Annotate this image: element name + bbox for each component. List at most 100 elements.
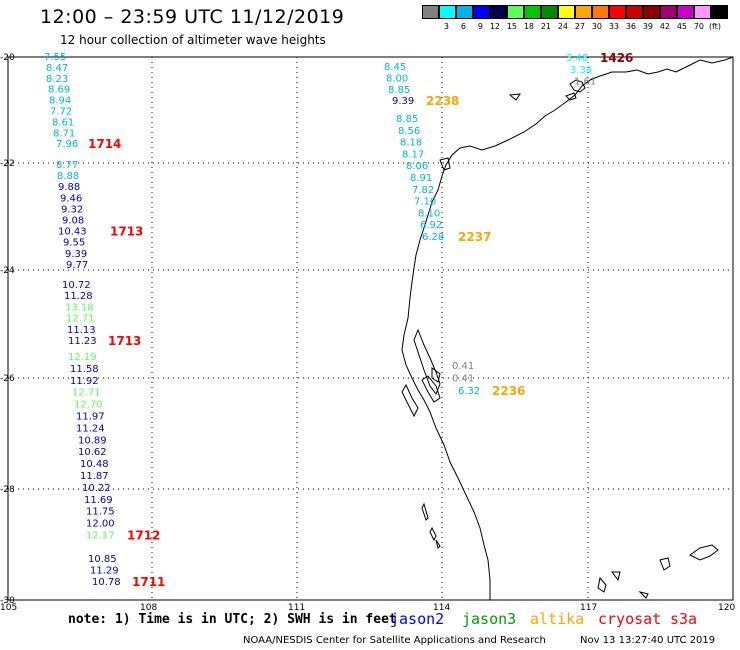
coastline-segment xyxy=(659,557,671,571)
wave-height-label: 11.75 xyxy=(86,507,115,518)
wave-height-label: 9.08 xyxy=(62,216,84,227)
wave-height-label: 9.46 xyxy=(60,193,82,204)
wave-height-label: 8.61 xyxy=(52,117,74,128)
wave-height-label: 11.28 xyxy=(64,291,93,302)
altimeter-tracks: 7.558.478.238.698.947.728.618.717.96 1714… xyxy=(44,51,633,589)
legend-label: 6 xyxy=(460,22,466,31)
wave-height-label: 12.71 xyxy=(72,388,101,399)
wave-height-label: 11.69 xyxy=(84,495,113,506)
legend-label: (ft) xyxy=(708,22,721,31)
legend-swatch xyxy=(524,5,541,19)
coastline-segment xyxy=(597,576,607,593)
wave-height-label: 10.85 xyxy=(88,554,117,565)
coastline-segment xyxy=(638,591,649,599)
wave-height-label: 12.70 xyxy=(74,400,103,411)
wave-height-label: 10.62 xyxy=(78,447,107,458)
pass-time-label: 2236 xyxy=(492,384,525,398)
legend-label: 15 xyxy=(506,22,517,31)
legend-swatch xyxy=(541,5,558,19)
pass-time-label: 2238 xyxy=(426,94,459,108)
color-legend-labels: 3 6 9 12 15 18 21 24 27 30 33 36 39 42 45 70 (ft) xyxy=(422,22,721,31)
legend-swatch xyxy=(660,5,677,19)
track-cryosat-dark: 3.483.341.61 1426 xyxy=(566,51,633,88)
wave-height-label: 8.69 xyxy=(48,85,70,96)
wave-height-label: 8.88 xyxy=(57,171,79,182)
legend-label: 39 xyxy=(642,22,653,31)
legend-swatch xyxy=(575,5,592,19)
legend-swatch xyxy=(711,5,728,19)
wave-height-label: 11.24 xyxy=(76,423,105,434)
track-cryosat: 8.778.889.889.469.329.0810.439.559.399.7… xyxy=(56,160,143,271)
wave-height-label: 8.17 xyxy=(402,149,424,160)
pass-time-label: 1713 xyxy=(108,334,141,348)
lat-label: -20 xyxy=(0,53,15,63)
footer-note: note: 1) Time is in UTC; 2) SWH is in fe… xyxy=(68,612,397,627)
legend-swatch xyxy=(558,5,575,19)
track-altika: 8.858.568.188.178.068.917.827.108.106.92… xyxy=(396,114,491,244)
legend-label: 45 xyxy=(676,22,687,31)
color-legend xyxy=(422,5,728,19)
track-altika: 0.410.41 6.32 2236 xyxy=(452,361,525,398)
wave-height-label: 12.19 xyxy=(68,352,97,363)
lon-label: 111 xyxy=(288,603,305,613)
legend-label: 36 xyxy=(625,22,636,31)
wave-height-label: 6.32 xyxy=(458,386,480,397)
pass-time-label: 1714 xyxy=(88,137,121,151)
map-subtitle: 12 hour collection of altimeter wave hei… xyxy=(60,33,326,47)
wave-height-label: 9.55 xyxy=(63,238,85,249)
pass-time-label: 2237 xyxy=(458,230,491,244)
credit-text: NOAA/NESDIS Center for Satellite Applica… xyxy=(243,635,546,646)
wave-height-label: 6.92 xyxy=(420,220,442,231)
coastline-segment xyxy=(435,539,441,549)
wave-height-label: 12.00 xyxy=(86,519,115,530)
wave-height-label: 9.39 xyxy=(392,96,414,107)
wave-height-label: 13.18 xyxy=(65,302,94,313)
lat-label: -28 xyxy=(0,485,15,495)
wave-height-label: 7.82 xyxy=(412,185,434,196)
legend-swatch xyxy=(626,5,643,19)
wave-height-label: 10.43 xyxy=(58,227,87,238)
coastline-segment xyxy=(421,375,441,403)
legend-swatch xyxy=(456,5,473,19)
coastline-segment xyxy=(401,56,734,600)
lat-label: -30 xyxy=(0,596,15,606)
lon-label: 108 xyxy=(140,603,157,613)
wave-height-label: 9.32 xyxy=(61,204,83,215)
track-cryosat: 7.558.478.238.698.947.728.618.717.96 1714 xyxy=(44,52,121,151)
map-frame xyxy=(7,56,734,601)
wave-height-label: 11.87 xyxy=(80,471,109,482)
wave-height-label: 9.39 xyxy=(65,249,87,260)
legend-label: 3 xyxy=(443,22,449,31)
wave-height-label: 0.41 xyxy=(452,361,474,372)
coastline-segment xyxy=(421,502,429,521)
wave-height-label: 9.77 xyxy=(66,260,88,271)
lat-label: -24 xyxy=(0,266,15,276)
wave-height-label: 8.18 xyxy=(400,138,422,149)
legend-swatch xyxy=(473,5,490,19)
wave-height-label: 7.10 xyxy=(414,197,436,208)
coastline xyxy=(401,56,734,600)
satellite-jason2: jason2 xyxy=(390,610,445,628)
wave-height-label: 7.96 xyxy=(56,139,78,150)
legend-label: 12 xyxy=(489,22,500,31)
coastline-segment xyxy=(431,367,441,383)
wave-height-label: 8.85 xyxy=(396,114,418,125)
legend-label: 9 xyxy=(477,22,483,31)
wave-height-label: 8.94 xyxy=(49,96,71,107)
wave-height-label: 8.23 xyxy=(46,74,68,85)
wave-height-label: 8.00 xyxy=(386,73,408,84)
wave-height-label: 3.48 xyxy=(566,53,588,64)
track-cryosat: 12.1911.5811.9212.7112.7011.9711.2410.89… xyxy=(68,352,160,543)
coastline-segment xyxy=(508,93,522,101)
legend-swatch xyxy=(643,5,660,19)
legend-label: 33 xyxy=(608,22,619,31)
wave-height-label: 12.17 xyxy=(86,531,115,542)
wave-height-label: 7.55 xyxy=(44,52,66,63)
coastline-segment xyxy=(401,383,419,418)
legend-label: 18 xyxy=(523,22,534,31)
coastline-segment xyxy=(429,526,437,542)
wave-height-label: 0.41 xyxy=(452,373,474,384)
wave-height-label: 11.23 xyxy=(68,336,97,347)
